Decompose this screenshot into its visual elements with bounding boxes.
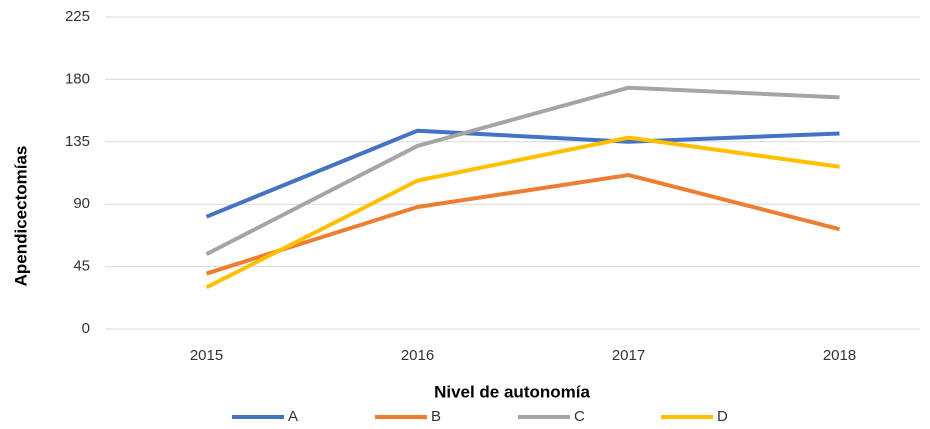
y-tick-label: 45 [73,258,90,275]
y-tick-label: 90 [73,195,90,212]
legend-label: B [431,408,441,425]
series-line [205,135,840,290]
y-tick-label: 135 [65,133,90,150]
x-tick-label: 2015 [190,347,223,364]
x-tick-label: 2018 [823,347,856,364]
legend-label: C [574,408,585,425]
y-tick-label: 0 [82,320,90,337]
x-tick-label: 2016 [401,347,434,364]
series-line [205,85,840,256]
legend-label: D [717,408,728,425]
x-axis-label: Nivel de autonomía [434,382,590,401]
legend-label: A [288,408,298,425]
y-tick-label: 180 [65,70,90,87]
series-line [205,173,840,276]
x-tick-label: 2017 [612,347,645,364]
y-tick-label: 225 [65,8,90,25]
series-line [205,128,840,219]
y-axis-label: Apendicectomías [11,146,30,287]
